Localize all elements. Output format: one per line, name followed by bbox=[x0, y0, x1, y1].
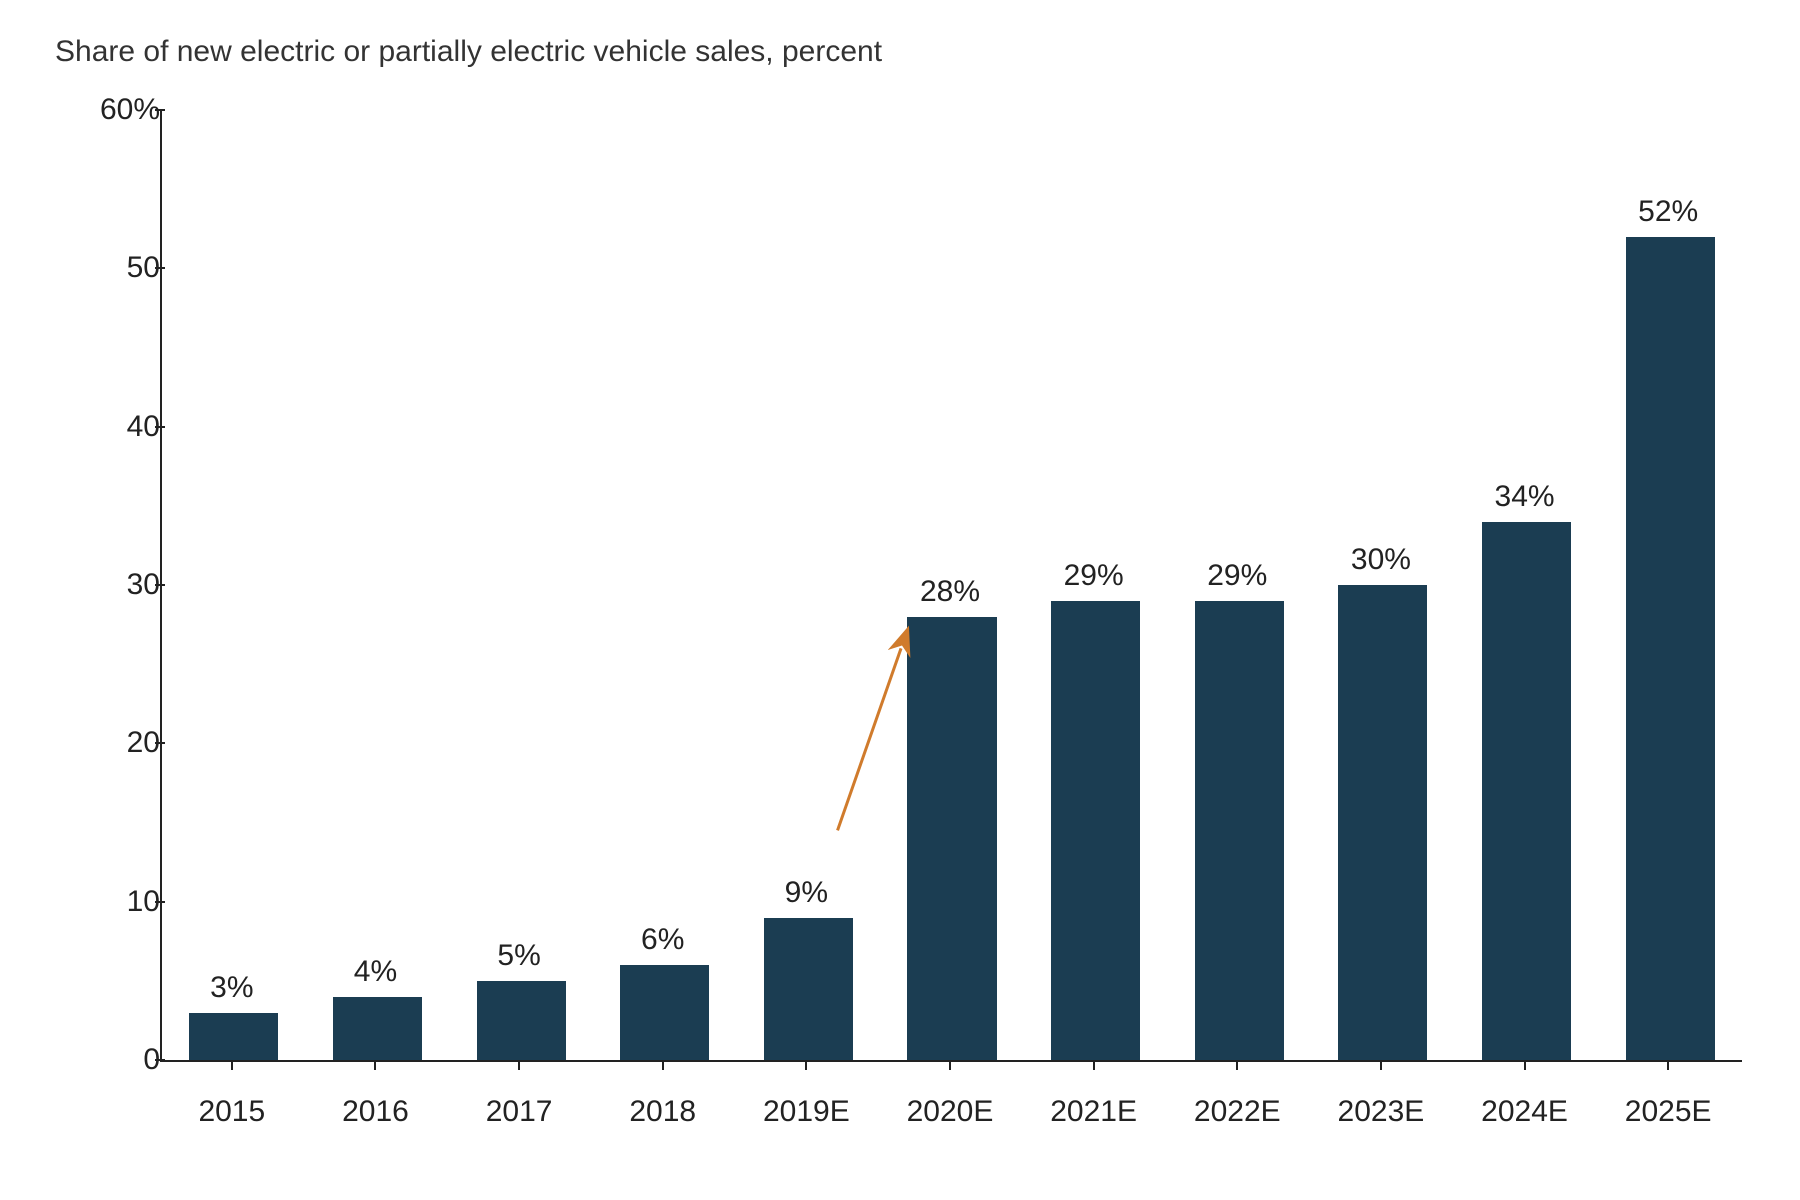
bar bbox=[764, 918, 853, 1061]
bar-value-label: 52% bbox=[1638, 195, 1698, 229]
bar bbox=[1626, 237, 1715, 1060]
x-axis-tick-mark bbox=[805, 1060, 807, 1070]
bar-value-label: 6% bbox=[641, 923, 684, 957]
y-axis-tick-label: 30 bbox=[80, 568, 160, 602]
x-axis-tick-mark bbox=[231, 1060, 233, 1070]
bar-value-label: 30% bbox=[1351, 543, 1411, 577]
bar-value-label: 5% bbox=[497, 939, 540, 973]
x-axis-tick-label: 2022E bbox=[1194, 1095, 1281, 1129]
bar-value-label: 9% bbox=[785, 876, 828, 910]
y-axis-tick-mark bbox=[155, 901, 165, 903]
x-axis-tick-label: 2017 bbox=[486, 1095, 553, 1129]
x-axis-tick-label: 2021E bbox=[1050, 1095, 1137, 1129]
y-axis-tick-label: 0 bbox=[80, 1043, 160, 1077]
x-axis-tick-label: 2020E bbox=[907, 1095, 994, 1129]
x-axis-tick-mark bbox=[1093, 1060, 1095, 1070]
y-axis-tick-mark bbox=[155, 742, 165, 744]
bar bbox=[1338, 585, 1427, 1060]
x-axis-tick-mark bbox=[1667, 1060, 1669, 1070]
x-axis-tick-label: 2019E bbox=[763, 1095, 850, 1129]
x-axis-tick-mark bbox=[1236, 1060, 1238, 1070]
chart-title: Share of new electric or partially elect… bbox=[55, 35, 882, 69]
x-axis-tick-mark bbox=[518, 1060, 520, 1070]
x-axis-tick-label: 2024E bbox=[1481, 1095, 1568, 1129]
bar-value-label: 4% bbox=[354, 955, 397, 989]
chart-container: Share of new electric or partially elect… bbox=[0, 0, 1800, 1200]
x-axis-tick-label: 2018 bbox=[629, 1095, 696, 1129]
bar bbox=[189, 1013, 278, 1061]
x-axis-tick-label: 2016 bbox=[342, 1095, 409, 1129]
y-axis-tick-label: 50 bbox=[80, 251, 160, 285]
bar bbox=[333, 997, 422, 1060]
bar bbox=[620, 965, 709, 1060]
x-axis-tick-mark bbox=[1524, 1060, 1526, 1070]
bar bbox=[907, 617, 996, 1060]
bar-value-label: 28% bbox=[920, 575, 980, 609]
x-axis-tick-mark bbox=[949, 1060, 951, 1070]
y-axis-tick-mark bbox=[155, 584, 165, 586]
y-axis-tick-label: 40 bbox=[80, 410, 160, 444]
bar bbox=[1482, 522, 1571, 1060]
y-axis-tick-mark bbox=[155, 267, 165, 269]
x-axis-tick-label: 2025E bbox=[1625, 1095, 1712, 1129]
bar bbox=[1051, 601, 1140, 1060]
y-axis-tick-label: 10 bbox=[80, 885, 160, 919]
bar-value-label: 29% bbox=[1207, 559, 1267, 593]
bar-value-label: 3% bbox=[210, 971, 253, 1005]
y-axis-tick-mark bbox=[155, 1059, 165, 1061]
bar-value-label: 34% bbox=[1495, 480, 1555, 514]
y-axis-tick-mark bbox=[155, 109, 165, 111]
x-axis-tick-label: 2023E bbox=[1338, 1095, 1425, 1129]
y-axis-tick-mark bbox=[155, 426, 165, 428]
y-axis-tick-label: 20 bbox=[80, 726, 160, 760]
x-axis-tick-label: 2015 bbox=[198, 1095, 265, 1129]
bar bbox=[1195, 601, 1284, 1060]
bar bbox=[477, 981, 566, 1060]
x-axis-tick-mark bbox=[662, 1060, 664, 1070]
bar-value-label: 29% bbox=[1064, 559, 1124, 593]
x-axis-tick-mark bbox=[1380, 1060, 1382, 1070]
y-axis-tick-label: 60% bbox=[80, 93, 160, 127]
x-axis-tick-mark bbox=[374, 1060, 376, 1070]
